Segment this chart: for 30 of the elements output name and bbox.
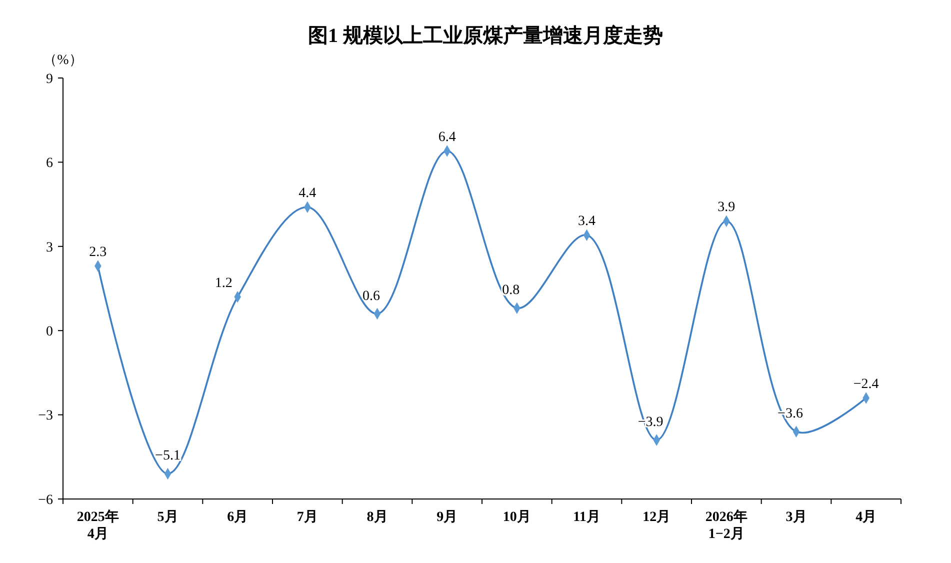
data-label: 1.2 — [214, 276, 232, 291]
x-tick-label: 2026年 1−2月 — [705, 509, 748, 542]
data-label: 4.4 — [298, 186, 316, 202]
y-tick-label: 3 — [46, 240, 53, 256]
y-tick-label: 0 — [46, 324, 53, 340]
data-label: 3.4 — [578, 214, 596, 230]
data-label: 3.9 — [718, 200, 736, 216]
data-label: −5.1 — [155, 448, 180, 464]
x-tick-label: 4月 — [856, 510, 877, 525]
y-axis-title: （%） — [43, 53, 83, 68]
y-tick-label: 9 — [46, 72, 53, 87]
x-tick-label: 9月 — [436, 510, 458, 525]
x-tick-label: 5月 — [157, 510, 178, 525]
data-label: −2.4 — [853, 376, 879, 392]
data-label: 2.3 — [89, 245, 107, 260]
x-tick-label: 8月 — [366, 510, 388, 525]
data-label: 0.6 — [362, 288, 380, 304]
y-tick-label: −3 — [38, 408, 53, 424]
x-tick-label: 6月 — [227, 510, 248, 525]
y-tick-label: 6 — [46, 156, 53, 172]
x-tick-label: 11月 — [573, 510, 600, 525]
x-tick-label: 7月 — [296, 510, 318, 525]
x-tick-label: 10月 — [502, 510, 531, 525]
x-tick-label: 3月 — [786, 510, 807, 525]
x-tick-label: 2025年 4月 — [76, 509, 119, 542]
x-tick-label: 12月 — [642, 510, 671, 525]
data-label: 6.4 — [438, 130, 456, 145]
y-tick-label: −6 — [38, 492, 53, 508]
data-label: 0.8 — [502, 283, 520, 298]
chart-title: 图1 规模以上工业原煤产量增速月度走势 — [308, 24, 663, 47]
